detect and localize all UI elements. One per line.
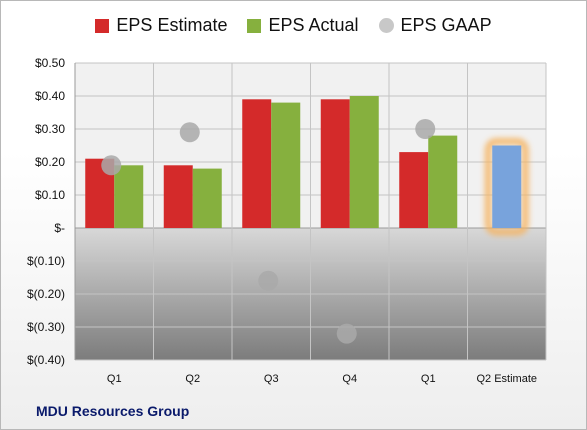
legend-label-gaap: EPS GAAP <box>400 15 492 35</box>
bar-actual <box>192 168 222 228</box>
dot-gaap <box>415 119 436 139</box>
dot-gaap <box>179 122 200 143</box>
y-tick-label: $0.50 <box>35 56 65 70</box>
legend-swatch-actual <box>247 18 262 33</box>
bar-estimate <box>320 99 350 228</box>
dot-gaap <box>101 155 122 176</box>
company-name: MDU Resources Group <box>36 403 190 419</box>
bar-estimate <box>242 99 272 228</box>
bar-actual <box>349 96 379 228</box>
y-tick-label: $(0.20) <box>27 287 65 301</box>
bar-estimate <box>163 165 193 228</box>
y-tick-label: $0.40 <box>35 89 65 103</box>
bar-projected <box>492 145 522 228</box>
y-tick-label: $0.30 <box>35 122 65 136</box>
x-tick-label: Q2 <box>185 373 200 385</box>
legend-label-actual: EPS Actual <box>268 15 359 35</box>
legend-item-actual: EPS Actual <box>247 15 359 36</box>
legend-swatch-gaap <box>378 18 394 33</box>
dot-gaap <box>336 323 357 344</box>
y-tick-label: $0.20 <box>35 155 65 169</box>
x-tick-label: Q1 <box>421 373 436 385</box>
projected-bar-glow <box>484 138 529 236</box>
x-tick-label: Q1 <box>107 373 122 385</box>
legend-swatch-estimate <box>95 18 110 33</box>
y-tick-label: $(0.10) <box>27 254 65 268</box>
x-tick-label: Q2 Estimate <box>476 373 537 385</box>
legend: EPS Estimate EPS Actual EPS GAAP <box>1 15 586 36</box>
bar-actual <box>428 135 458 228</box>
legend-label-estimate: EPS Estimate <box>116 15 228 35</box>
y-tick-label: $- <box>54 221 65 235</box>
bar-actual <box>114 165 144 228</box>
dot-gaap <box>258 270 279 291</box>
legend-item-gaap: EPS GAAP <box>378 15 492 36</box>
x-tick-label: Q4 <box>342 373 357 385</box>
y-tick-label: $(0.40) <box>27 353 65 367</box>
legend-item-estimate: EPS Estimate <box>95 15 227 36</box>
bar-actual <box>271 102 301 228</box>
y-tick-label: $(0.30) <box>27 320 65 334</box>
y-tick-label: $0.10 <box>35 188 65 202</box>
x-tick-label: Q3 <box>264 373 279 385</box>
bar-estimate <box>399 152 429 228</box>
